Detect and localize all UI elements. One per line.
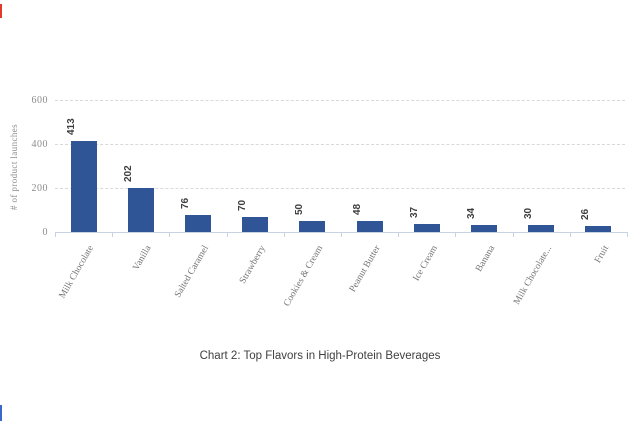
y-tick-label: 200	[31, 182, 48, 194]
y-tick-label: 400	[31, 138, 48, 150]
x-category-label: Milk Chocolate...	[511, 244, 554, 307]
bar	[299, 221, 326, 232]
gridline	[55, 188, 625, 189]
x-category-label: Banana	[473, 244, 497, 274]
gridline	[55, 100, 625, 101]
x-category-label: Fruit	[593, 244, 612, 266]
x-axis-tick	[398, 232, 400, 237]
x-axis-tick	[512, 232, 514, 237]
bar-value-label: 76	[180, 198, 191, 210]
bar	[242, 216, 269, 232]
x-axis-tick	[283, 232, 285, 237]
x-category-label: Vanilla	[131, 244, 154, 273]
blue-edge-mark	[0, 405, 2, 421]
chart-caption: Chart 2: Top Flavors in High-Protein Bev…	[199, 350, 441, 362]
x-axis-tick	[341, 232, 342, 237]
bar-value-label: 30	[523, 208, 535, 220]
x-category-label: Strawberry	[238, 244, 268, 286]
bar-value-label: 37	[408, 206, 420, 218]
bar-value-label: 70	[237, 199, 249, 211]
bar	[356, 221, 383, 232]
x-axis-tick	[569, 232, 571, 237]
x-category-label: Cookies & Cream	[282, 244, 326, 309]
bar	[528, 225, 555, 232]
x-category-label: Ice Cream	[411, 244, 440, 284]
x-axis-tick	[455, 232, 457, 237]
y-tick-label: 0	[42, 226, 48, 238]
bar	[127, 187, 154, 232]
bar-value-label: 26	[580, 209, 592, 221]
bar-value-label: 202	[122, 164, 134, 182]
bar	[70, 141, 97, 232]
x-category-label: Salted Caramel	[172, 244, 211, 300]
x-axis-tick	[112, 232, 114, 237]
bar	[471, 224, 497, 232]
bar-value-label: 48	[351, 204, 363, 216]
bar-value-label: 34	[466, 207, 477, 219]
x-category-label: Peanut Butter	[347, 244, 383, 295]
red-edge-mark	[0, 4, 2, 18]
x-axis-tick	[55, 232, 56, 237]
x-category-label: Milk Chocolate	[57, 244, 97, 301]
bar	[185, 215, 211, 232]
bar-value-label: 413	[65, 118, 77, 136]
bar-value-label: 50	[294, 203, 306, 215]
y-tick-label: 600	[31, 94, 48, 106]
bar	[413, 223, 440, 232]
gridline	[55, 144, 625, 145]
x-axis-tick	[627, 232, 628, 237]
x-axis-tick	[169, 232, 171, 237]
x-axis-tick	[226, 232, 228, 237]
bar	[585, 226, 612, 232]
